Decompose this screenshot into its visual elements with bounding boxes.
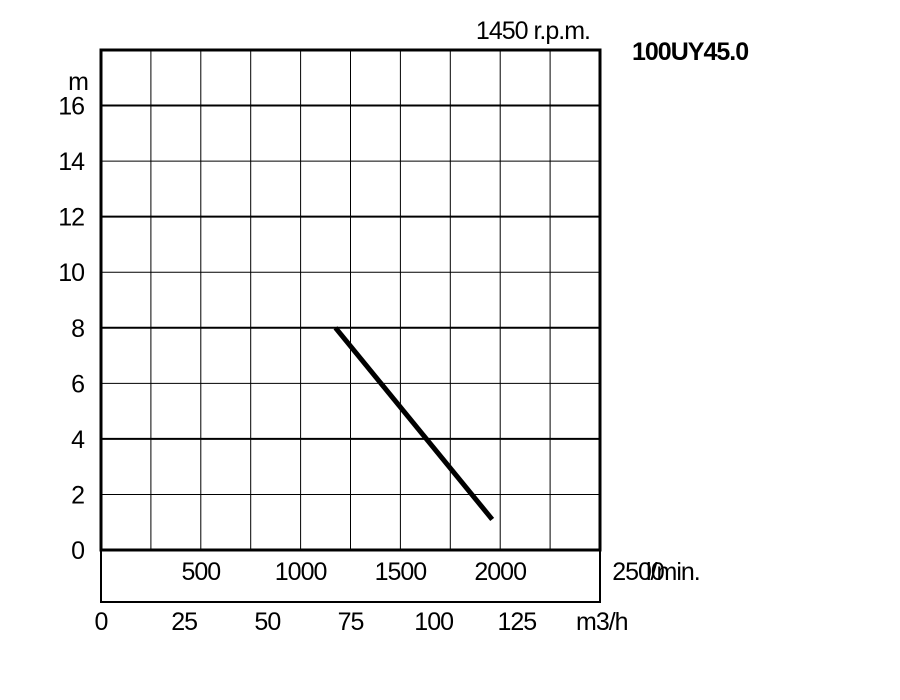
x-axis-label-m3h: m3/h: [576, 608, 628, 636]
x-tick-labels-lmin: 500 1000 1500 2000 2500: [181, 558, 664, 586]
y-tick-labels: 0 2 4 6 8 10 12 14 16: [58, 93, 86, 565]
x-tick-label-m3h: 75: [338, 608, 364, 636]
x-axis-label-lmin: l/min.: [646, 558, 700, 586]
x-tick-label-m3h: 125: [497, 608, 536, 636]
y-tick-label: 12: [58, 204, 84, 232]
performance-curve: [333, 326, 495, 521]
y-tick-label: 2: [71, 481, 84, 509]
x-tick-label-lmin: 500: [181, 558, 220, 586]
series-line: [333, 326, 495, 521]
y-tick-label: 0: [71, 537, 84, 565]
x-tick-label-lmin: 2000: [474, 558, 526, 586]
flow-scale-frame: [100, 549, 601, 603]
x-tick-label-m3h: 0: [95, 608, 108, 636]
y-tick-label: 4: [71, 426, 85, 454]
x-tick-label-m3h: 100: [414, 608, 453, 636]
x-tick-labels-m3h: 0 25 50 75 100 125: [95, 608, 538, 636]
x-tick-label-m3h: 25: [171, 608, 197, 636]
speed-label: 1450 r.p.m.: [476, 17, 590, 45]
x-tick-label-lmin: 2500: [612, 558, 664, 586]
y-tick-label: 14: [58, 148, 85, 176]
x-tick-label-lmin: 1500: [375, 558, 427, 586]
y-tick-label: 10: [58, 259, 84, 287]
y-tick-label: 8: [71, 315, 84, 343]
model-label: 100UY45.0: [632, 38, 748, 66]
y-tick-label: 6: [71, 370, 84, 398]
x-tick-label-m3h: 50: [254, 608, 280, 636]
x-tick-label-lmin: 1000: [275, 558, 327, 586]
y-axis-label: m: [68, 68, 88, 96]
y-tick-label: 16: [58, 93, 84, 121]
grid-lines: [101, 50, 600, 550]
